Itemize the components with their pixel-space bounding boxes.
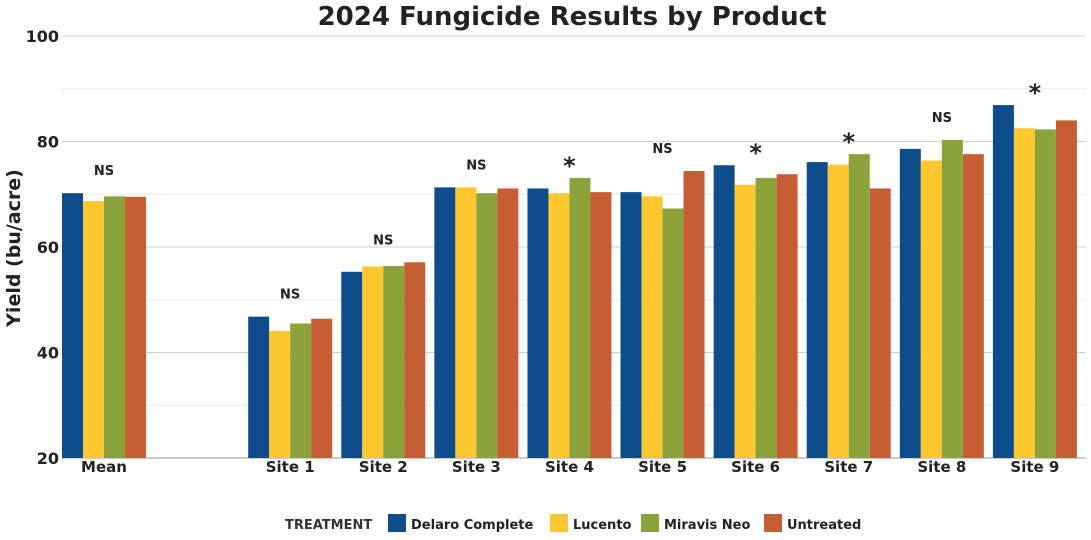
x-tick-label: Site 2	[359, 458, 408, 476]
y-tick-label: 20	[37, 449, 59, 468]
significance-annotations: NS NS NS NS * NS * * NS *	[94, 79, 1042, 303]
significance-ns: NS	[280, 288, 300, 303]
chart-title: 2024 Fungicide Results by Product	[318, 2, 827, 32]
legend-swatch	[764, 514, 782, 532]
bar	[455, 187, 477, 458]
bar	[341, 271, 363, 458]
significance-star: *	[842, 128, 855, 156]
legend-label: Untreated	[787, 518, 861, 533]
y-axis-ticks: 20 40 60 80 100	[26, 27, 59, 468]
bar	[362, 266, 384, 458]
significance-star: *	[1029, 79, 1042, 107]
legend-swatch	[550, 514, 568, 532]
bar	[920, 160, 942, 459]
bar	[311, 318, 333, 458]
bar	[569, 177, 591, 458]
bar	[806, 162, 828, 458]
x-axis-ticks: Mean Site 1 Site 2 Site 3 Site 4 Site 5 Site 6…	[81, 458, 1059, 476]
significance-ns: NS	[94, 164, 114, 179]
bar	[641, 196, 663, 459]
y-tick-label: 60	[37, 238, 59, 257]
y-tick-label: 100	[26, 27, 59, 46]
x-tick-label: Site 5	[638, 458, 687, 476]
bar	[848, 154, 870, 458]
y-tick-label: 80	[37, 133, 59, 152]
x-tick-label: Site 1	[266, 458, 315, 476]
legend-swatch	[641, 514, 659, 532]
bar	[992, 105, 1014, 458]
bar	[104, 196, 125, 459]
bar	[620, 192, 642, 458]
bar	[776, 174, 798, 458]
bar	[290, 323, 312, 458]
bar	[83, 201, 104, 459]
x-tick-label: Mean	[81, 458, 127, 476]
bar	[125, 196, 146, 458]
bar	[548, 193, 570, 458]
x-tick-label: Site 4	[545, 458, 594, 476]
y-tick-label: 40	[37, 344, 59, 363]
y-axis-label: Yield (bu/acre)	[3, 169, 25, 328]
bar	[1013, 128, 1035, 458]
bar	[734, 184, 756, 458]
bar	[1055, 120, 1077, 459]
significance-ns: NS	[652, 142, 672, 157]
bar	[713, 165, 735, 459]
bar	[383, 265, 405, 458]
bar	[476, 193, 498, 458]
legend: TREATMENT Delaro Complete Lucento Miravis …	[285, 514, 861, 533]
legend-label: Lucento	[573, 518, 632, 533]
bar	[755, 177, 777, 458]
significance-ns: NS	[932, 111, 952, 126]
x-tick-label: Site 7	[824, 458, 873, 476]
bar	[404, 262, 426, 458]
legend-label: Miravis Neo	[664, 518, 750, 533]
bar	[62, 193, 83, 458]
bar	[497, 188, 519, 458]
bar	[962, 154, 984, 458]
significance-star: *	[563, 152, 576, 180]
bar	[941, 139, 963, 459]
significance-ns: NS	[466, 158, 486, 173]
bar	[827, 164, 849, 458]
x-tick-label: Site 8	[917, 458, 966, 476]
legend-title: TREATMENT	[285, 518, 372, 533]
x-tick-label: Site 3	[452, 458, 501, 476]
bar	[683, 171, 705, 459]
legend-swatch	[388, 514, 406, 532]
bar	[269, 330, 291, 458]
x-tick-label: Site 9	[1010, 458, 1059, 476]
bar	[527, 188, 549, 458]
bar	[662, 208, 684, 458]
bar	[248, 316, 270, 458]
bar	[899, 148, 921, 458]
x-tick-label: Site 6	[731, 458, 780, 476]
bar	[434, 187, 456, 458]
bars	[62, 105, 1077, 459]
legend-label: Delaro Complete	[411, 518, 534, 533]
significance-ns: NS	[373, 233, 393, 248]
significance-star: *	[749, 139, 762, 167]
bar	[869, 188, 891, 458]
bar	[590, 192, 612, 458]
bar	[1034, 129, 1056, 458]
